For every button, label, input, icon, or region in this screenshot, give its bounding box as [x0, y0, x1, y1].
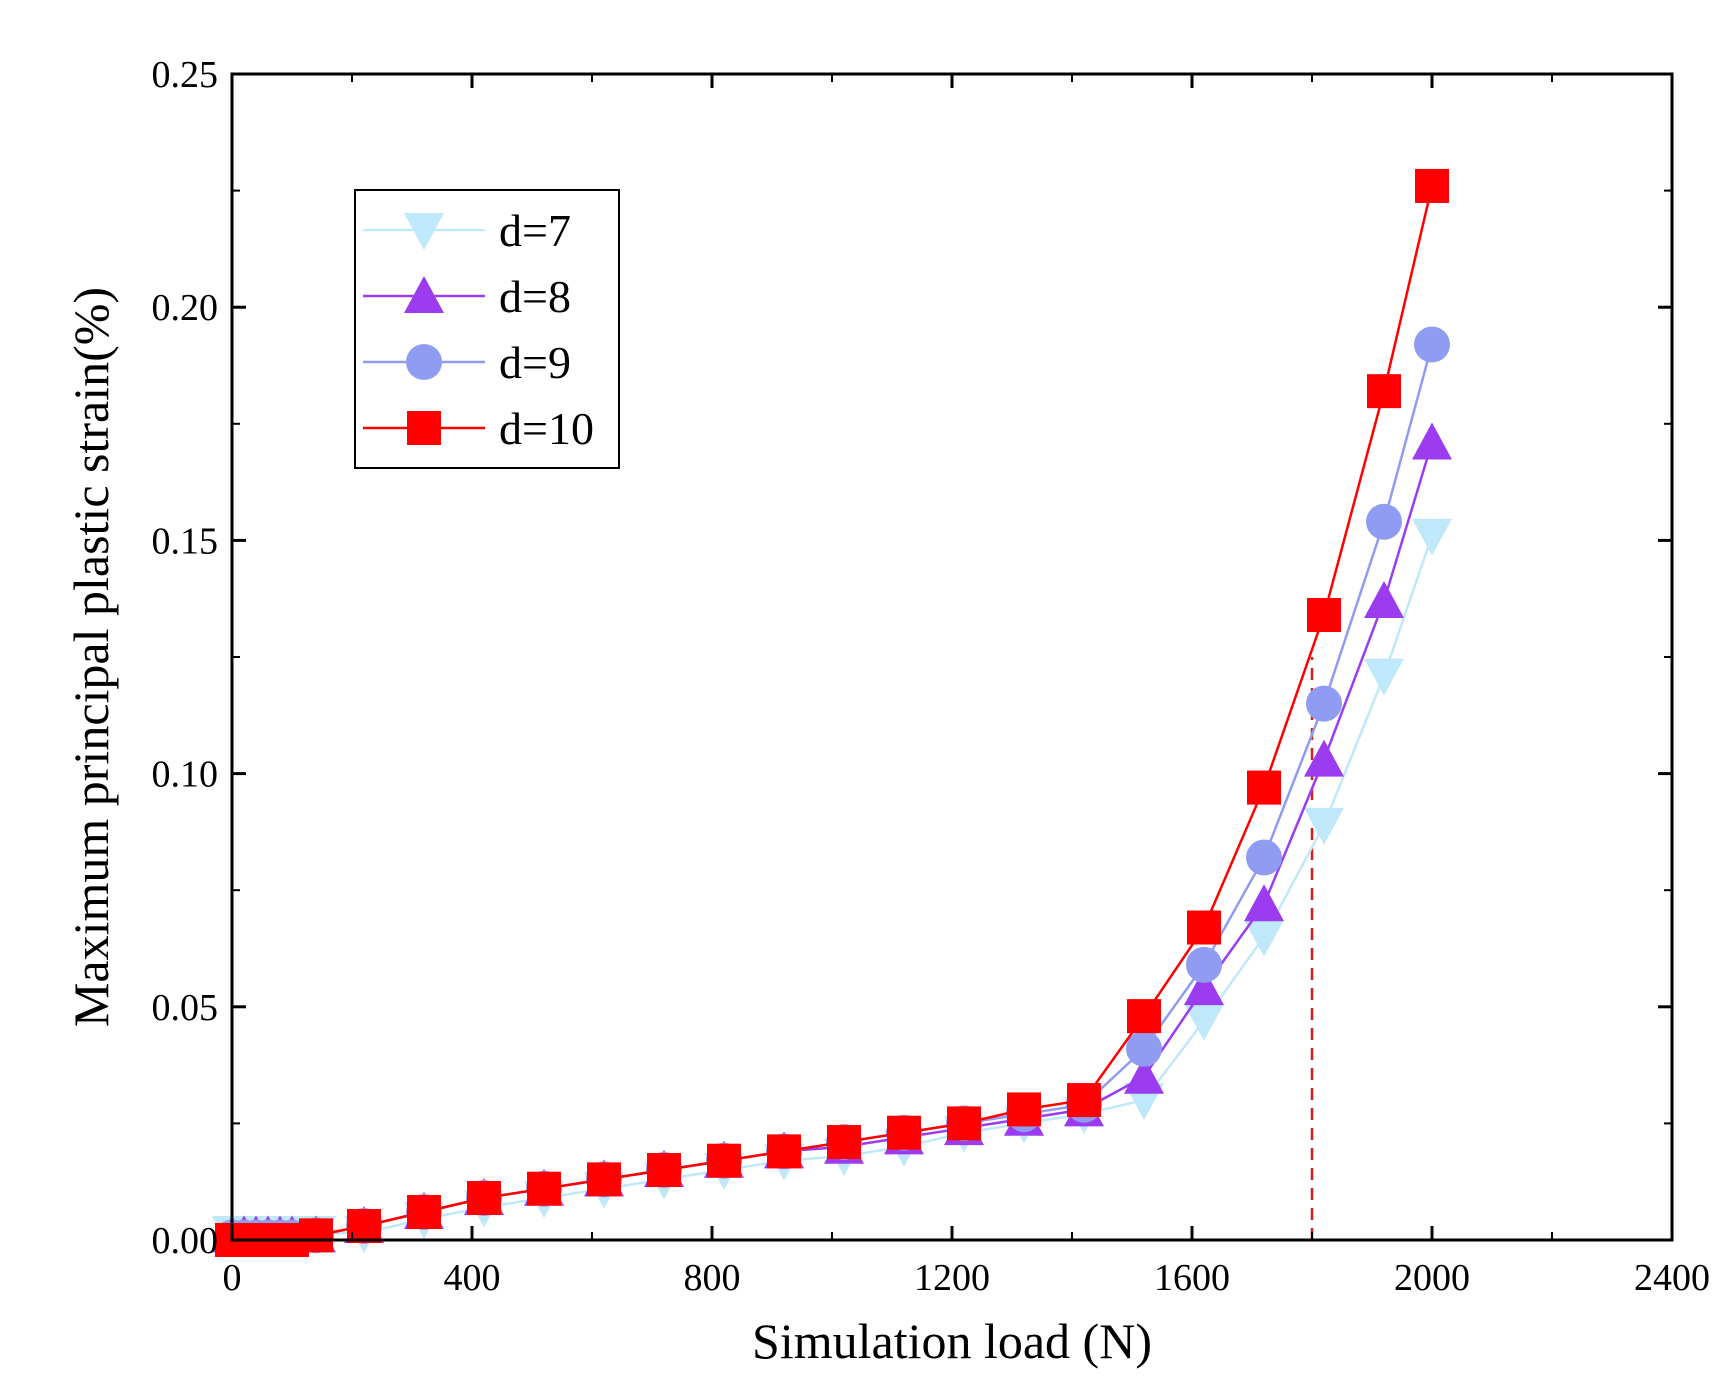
y-tick-label: 0.10 — [152, 754, 219, 796]
data-point — [1007, 1092, 1041, 1127]
data-point — [1187, 910, 1221, 945]
data-point — [1304, 807, 1344, 845]
data-point — [887, 1115, 921, 1150]
data-point — [827, 1125, 861, 1160]
data-point — [647, 1153, 681, 1188]
x-tick-label: 0 — [223, 1257, 242, 1299]
data-point — [1244, 919, 1284, 957]
legend-marker — [404, 213, 444, 250]
y-tick-label: 0.05 — [152, 987, 219, 1029]
data-point — [767, 1134, 801, 1169]
x-tick-label: 400 — [444, 1257, 501, 1299]
y-axis-title: Maximum principal plastic strain(%) — [63, 287, 119, 1027]
y-tick-label: 0.20 — [152, 287, 219, 329]
data-point — [1126, 1030, 1162, 1067]
x-axis-title: Simulation load (N) — [752, 1313, 1152, 1369]
x-tick-label: 2000 — [1394, 1257, 1470, 1299]
legend-item: d=8 — [363, 271, 571, 322]
data-point — [587, 1162, 621, 1197]
legend-item: d=9 — [363, 337, 571, 388]
data-point — [1414, 326, 1450, 363]
data-point — [947, 1106, 981, 1141]
data-point — [407, 1195, 441, 1230]
data-point — [1364, 658, 1404, 696]
series-line — [232, 442, 1434, 1237]
data-point — [1415, 168, 1449, 203]
legend-label: d=10 — [499, 403, 594, 454]
data-point — [1307, 598, 1341, 633]
data-point — [1306, 685, 1342, 722]
legend-marker — [407, 411, 441, 445]
data-point — [1364, 581, 1404, 619]
legend-marker — [406, 344, 442, 380]
legend: d=7 d=8 d=9 d=10 — [354, 189, 620, 469]
data-point — [299, 1218, 333, 1253]
legend-box — [354, 189, 620, 469]
data-point — [707, 1143, 741, 1178]
data-point — [1067, 1083, 1101, 1118]
data-point — [527, 1171, 561, 1206]
axes-layer: 0 400 800 1200 1600 2000 2400 0.00 0.05 0.10 0.15 0… — [152, 54, 1711, 1299]
legend-label: d=9 — [499, 337, 571, 388]
data-point — [1124, 1056, 1164, 1094]
data-point — [1247, 770, 1281, 805]
y-tick-label: 0.25 — [152, 54, 219, 96]
data-point — [1412, 518, 1452, 556]
data-point — [1186, 946, 1222, 983]
data-point — [1244, 884, 1284, 922]
data-point — [1184, 1003, 1224, 1041]
legend-marker — [404, 276, 444, 313]
y-tick-label: 0.00 — [152, 1220, 219, 1262]
series-layer — [212, 168, 1452, 1257]
x-tick-label: 1200 — [914, 1257, 990, 1299]
x-tick-label: 1600 — [1154, 1257, 1230, 1299]
data-point — [1246, 839, 1282, 876]
legend-label: d=8 — [499, 271, 571, 322]
legend-item: d=10 — [363, 403, 594, 454]
y-tick-label: 0.15 — [152, 520, 219, 562]
data-point — [1367, 374, 1401, 409]
legend-item: d=7 — [363, 205, 571, 256]
x-tick-label: 800 — [684, 1257, 741, 1299]
data-point — [1127, 999, 1161, 1034]
data-point — [1412, 422, 1452, 460]
data-point — [467, 1181, 501, 1216]
x-tick-label: 2400 — [1634, 1257, 1710, 1299]
data-point — [1184, 968, 1224, 1006]
data-point — [1304, 739, 1344, 777]
legend-label: d=7 — [499, 205, 571, 256]
data-point — [1366, 503, 1402, 540]
